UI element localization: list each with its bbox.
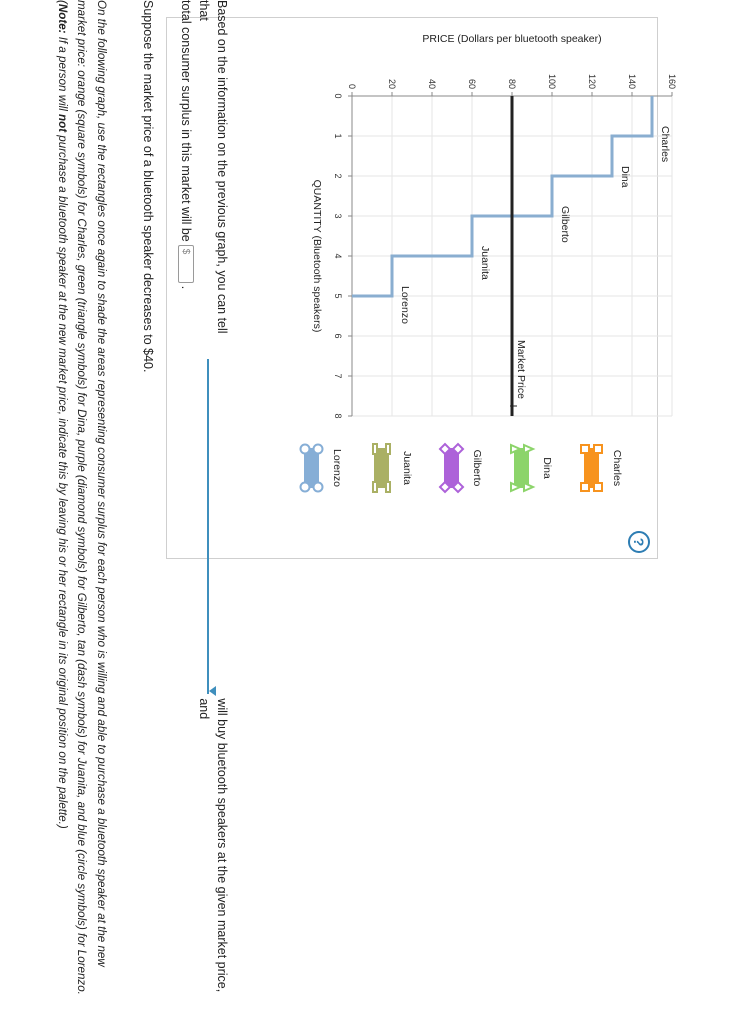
y-tick-label: 40 (427, 79, 437, 89)
y-tick-label: 100 (547, 74, 557, 89)
palette-lorenzo-circle[interactable] (299, 443, 324, 493)
palette-label: Dina (541, 457, 553, 479)
x-tick-label: 1 (333, 133, 343, 138)
palette-rect (584, 448, 599, 488)
demand-curve (352, 96, 654, 298)
instructions-text3: purchase a bluetooth speaker at the new … (56, 132, 69, 829)
diamond-handle-icon (451, 442, 465, 456)
triangle-handle-icon (510, 443, 523, 455)
question-consumer-surplus: Based on the information on the previous… (177, 0, 231, 1014)
square-handle-icon (580, 482, 590, 492)
dash-handle-icon (372, 481, 378, 493)
palette-label: Gilberto (471, 450, 483, 487)
y-tick-label: 0 (347, 84, 357, 89)
instructions-text2: If a person will (56, 33, 69, 115)
x-tick-label: 4 (333, 253, 343, 258)
triangle-handle-icon (510, 481, 523, 493)
diamond-handle-icon (451, 480, 465, 494)
dash-handle-icon (385, 443, 391, 455)
demand-step-label: Charles (659, 126, 671, 162)
x-tick-label: 7 (333, 373, 343, 378)
question-price-decrease: Suppose the market price of a bluetooth … (141, 0, 155, 373)
demand-step-label: Gilberto (559, 206, 571, 243)
demand-step-label: Dina (619, 166, 631, 188)
x-tick-label: 2 (333, 173, 343, 178)
y-tick-label: 60 (467, 79, 477, 89)
instructions: On the following graph, use the rectangl… (53, 0, 112, 1000)
palette-label: Juanita (401, 451, 413, 485)
palette-rect (304, 448, 319, 488)
dropdown-underline (207, 359, 209, 695)
dash-handle-icon (372, 443, 378, 455)
triangle-handle-icon (523, 481, 536, 493)
diamond-handle-icon (438, 480, 452, 494)
buyer-dropdown[interactable] (205, 359, 221, 697)
question1-end: . (179, 285, 193, 290)
y-tick-label: 160 (667, 74, 677, 89)
square-handle-icon (580, 444, 590, 454)
palette-rect (514, 448, 529, 488)
y-axis-title: PRICE (Dollars per bluetooth speaker) (422, 33, 601, 45)
y-tick-label: 140 (627, 74, 637, 89)
circle-handle-icon (312, 481, 324, 493)
x-tick-label: 8 (333, 413, 343, 418)
circle-handle-icon (312, 443, 324, 455)
triangle-handle-icon (523, 443, 536, 455)
palette-label: Lorenzo (331, 449, 343, 487)
demand-step-label: Lorenzo (399, 286, 411, 324)
consumer-surplus-input[interactable]: $ (178, 244, 194, 283)
question1-text-part3: total consumer surplus in this market wi… (179, 0, 193, 242)
y-tick-label: 120 (587, 74, 597, 89)
x-tick-label: 6 (333, 333, 343, 338)
palette-charles-square[interactable] (580, 444, 603, 492)
y-tick-label: 80 (507, 79, 517, 89)
diamond-handle-icon (438, 442, 452, 456)
x-tick-label: 5 (333, 293, 343, 298)
palette-dina-triangle[interactable] (510, 443, 536, 493)
circle-handle-icon (299, 481, 311, 493)
dash-handle-icon (385, 481, 391, 493)
market-price-label: Market Price (515, 340, 527, 399)
x-tick-label: 3 (333, 213, 343, 218)
palette-rect (444, 448, 459, 488)
palette-juanita-dash[interactable] (372, 443, 391, 493)
note-label: Note: (56, 3, 69, 34)
circle-handle-icon (299, 443, 311, 455)
y-tick-label: 20 (387, 79, 397, 89)
palette-label: Charles (611, 450, 623, 486)
palette-gilberto-diamond[interactable] (438, 442, 465, 494)
question1-text-part2: will buy bluetooth speakers at the given… (197, 698, 229, 993)
demand-step-label: Juanita (479, 246, 491, 280)
dropdown-arrow-icon (209, 686, 216, 697)
square-handle-icon (593, 482, 603, 492)
graph-panel: ? 0 1 2 3 4 5 6 7 8 0 20 40 60 80 100 120 140 160 QUANTITY… (166, 17, 677, 559)
palette-rect (374, 448, 389, 488)
x-axis-title: QUANTITY (Bluetooth speakers) (311, 180, 323, 333)
x-tick-label: 0 (333, 93, 343, 98)
question1-text-part1: Based on the information on the previous… (197, 0, 229, 334)
not-word: not (56, 114, 69, 133)
square-handle-icon (593, 444, 603, 454)
